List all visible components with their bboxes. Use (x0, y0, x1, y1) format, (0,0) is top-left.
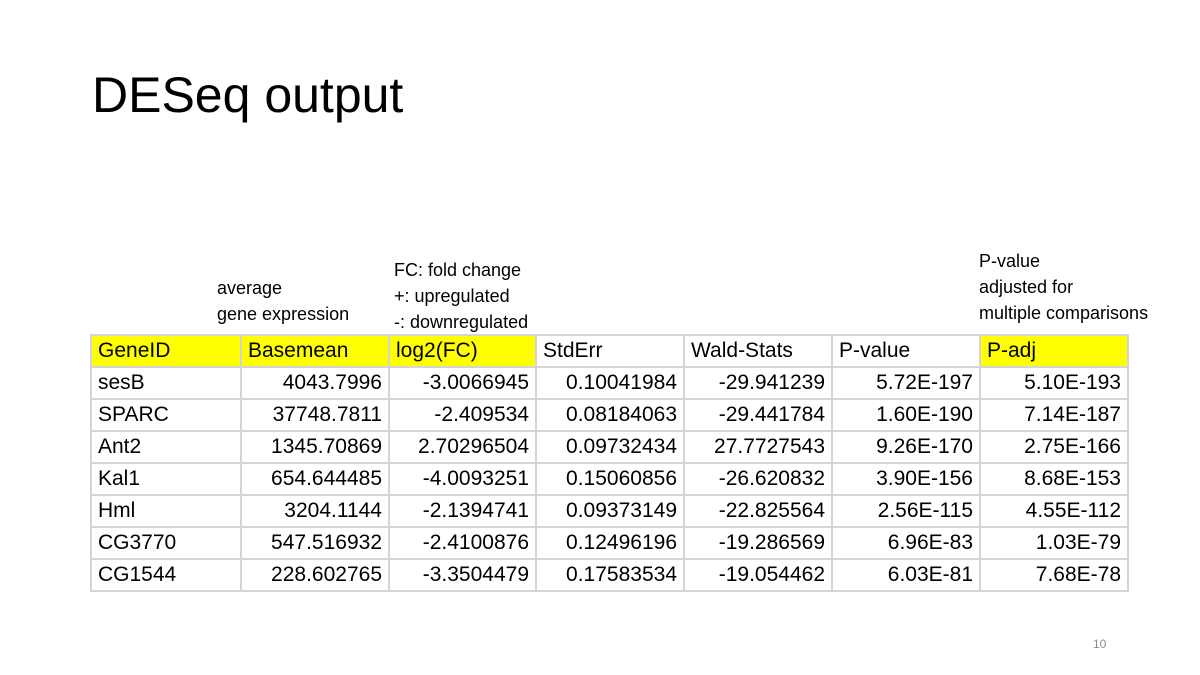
cell-stderr: 0.10041984 (535, 366, 685, 400)
padj-annotation: P-value adjusted for multiple comparison… (979, 248, 1148, 326)
cell-pvalue: 5.72E-197 (831, 366, 981, 400)
cell-log2fc: -2.1394741 (388, 494, 537, 528)
cell-wald-stats: -26.620832 (683, 462, 833, 496)
cell-padj: 7.68E-78 (979, 558, 1129, 592)
table-row: sesB 4043.7996 -3.0066945 0.10041984 -29… (90, 366, 1129, 400)
cell-log2fc: -3.0066945 (388, 366, 537, 400)
cell-basemean: 37748.7811 (240, 398, 390, 432)
header-stderr: StdErr (535, 334, 685, 368)
cell-log2fc: 2.70296504 (388, 430, 537, 464)
cell-wald-stats: -22.825564 (683, 494, 833, 528)
cell-geneid: Kal1 (90, 462, 242, 496)
cell-geneid: CG3770 (90, 526, 242, 560)
header-padj: P-adj (979, 334, 1129, 368)
fold-change-annotation: FC: fold change +: upregulated -: downre… (394, 257, 528, 335)
basemean-annotation: average gene expression (217, 275, 349, 327)
table-header-row: GeneID Basemean log2(FC) StdErr Wald-Sta… (90, 334, 1129, 368)
cell-geneid: SPARC (90, 398, 242, 432)
cell-padj: 1.03E-79 (979, 526, 1129, 560)
cell-basemean: 228.602765 (240, 558, 390, 592)
cell-basemean: 3204.1144 (240, 494, 390, 528)
cell-basemean: 1345.70869 (240, 430, 390, 464)
cell-padj: 2.75E-166 (979, 430, 1129, 464)
cell-basemean: 4043.7996 (240, 366, 390, 400)
cell-stderr: 0.09373149 (535, 494, 685, 528)
header-basemean: Basemean (240, 334, 390, 368)
cell-padj: 8.68E-153 (979, 462, 1129, 496)
cell-stderr: 0.08184063 (535, 398, 685, 432)
annotation-line: -: downregulated (394, 312, 529, 332)
cell-geneid: Ant2 (90, 430, 242, 464)
cell-pvalue: 6.96E-83 (831, 526, 981, 560)
header-geneid: GeneID (90, 334, 242, 368)
slide-number: 10 (1093, 637, 1107, 651)
cell-stderr: 0.09732434 (535, 430, 685, 464)
cell-pvalue: 3.90E-156 (831, 462, 981, 496)
cell-stderr: 0.15060856 (535, 462, 685, 496)
cell-pvalue: 1.60E-190 (831, 398, 981, 432)
cell-stderr: 0.17583534 (535, 558, 685, 592)
annotation-line: average (217, 278, 283, 298)
cell-pvalue: 2.56E-115 (831, 494, 981, 528)
cell-wald-stats: -29.441784 (683, 398, 833, 432)
cell-pvalue: 9.26E-170 (831, 430, 981, 464)
cell-log2fc: -3.3504479 (388, 558, 537, 592)
cell-geneid: sesB (90, 366, 242, 400)
cell-pvalue: 6.03E-81 (831, 558, 981, 592)
cell-basemean: 654.644485 (240, 462, 390, 496)
deseq-results-table: GeneID Basemean log2(FC) StdErr Wald-Sta… (90, 334, 1129, 592)
header-pvalue: P-value (831, 334, 981, 368)
annotation-line: multiple comparisons (979, 303, 1149, 323)
cell-wald-stats: 27.7727543 (683, 430, 833, 464)
cell-log2fc: -2.409534 (388, 398, 537, 432)
annotation-line: gene expression (217, 304, 350, 324)
cell-geneid: Hml (90, 494, 242, 528)
header-log2fc: log2(FC) (388, 334, 537, 368)
cell-wald-stats: -29.941239 (683, 366, 833, 400)
table-row: Kal1 654.644485 -4.0093251 0.15060856 -2… (90, 462, 1129, 496)
cell-geneid: CG1544 (90, 558, 242, 592)
cell-padj: 4.55E-112 (979, 494, 1129, 528)
cell-basemean: 547.516932 (240, 526, 390, 560)
slide-title: DESeq output (92, 67, 404, 123)
table-row: SPARC 37748.7811 -2.409534 0.08184063 -2… (90, 398, 1129, 432)
table-row: CG3770 547.516932 -2.4100876 0.12496196 … (90, 526, 1129, 560)
cell-padj: 7.14E-187 (979, 398, 1129, 432)
header-wald-stats: Wald-Stats (683, 334, 833, 368)
annotation-line: +: upregulated (394, 286, 510, 306)
annotation-line: FC: fold change (394, 260, 522, 280)
cell-stderr: 0.12496196 (535, 526, 685, 560)
table-row: Ant2 1345.70869 2.70296504 0.09732434 27… (90, 430, 1129, 464)
table-row: Hml 3204.1144 -2.1394741 0.09373149 -22.… (90, 494, 1129, 528)
table-row: CG1544 228.602765 -3.3504479 0.17583534 … (90, 558, 1129, 592)
cell-log2fc: -2.4100876 (388, 526, 537, 560)
cell-wald-stats: -19.286569 (683, 526, 833, 560)
cell-padj: 5.10E-193 (979, 366, 1129, 400)
annotation-line: adjusted for (979, 277, 1074, 297)
cell-wald-stats: -19.054462 (683, 558, 833, 592)
cell-log2fc: -4.0093251 (388, 462, 537, 496)
annotation-line: P-value (979, 251, 1041, 271)
